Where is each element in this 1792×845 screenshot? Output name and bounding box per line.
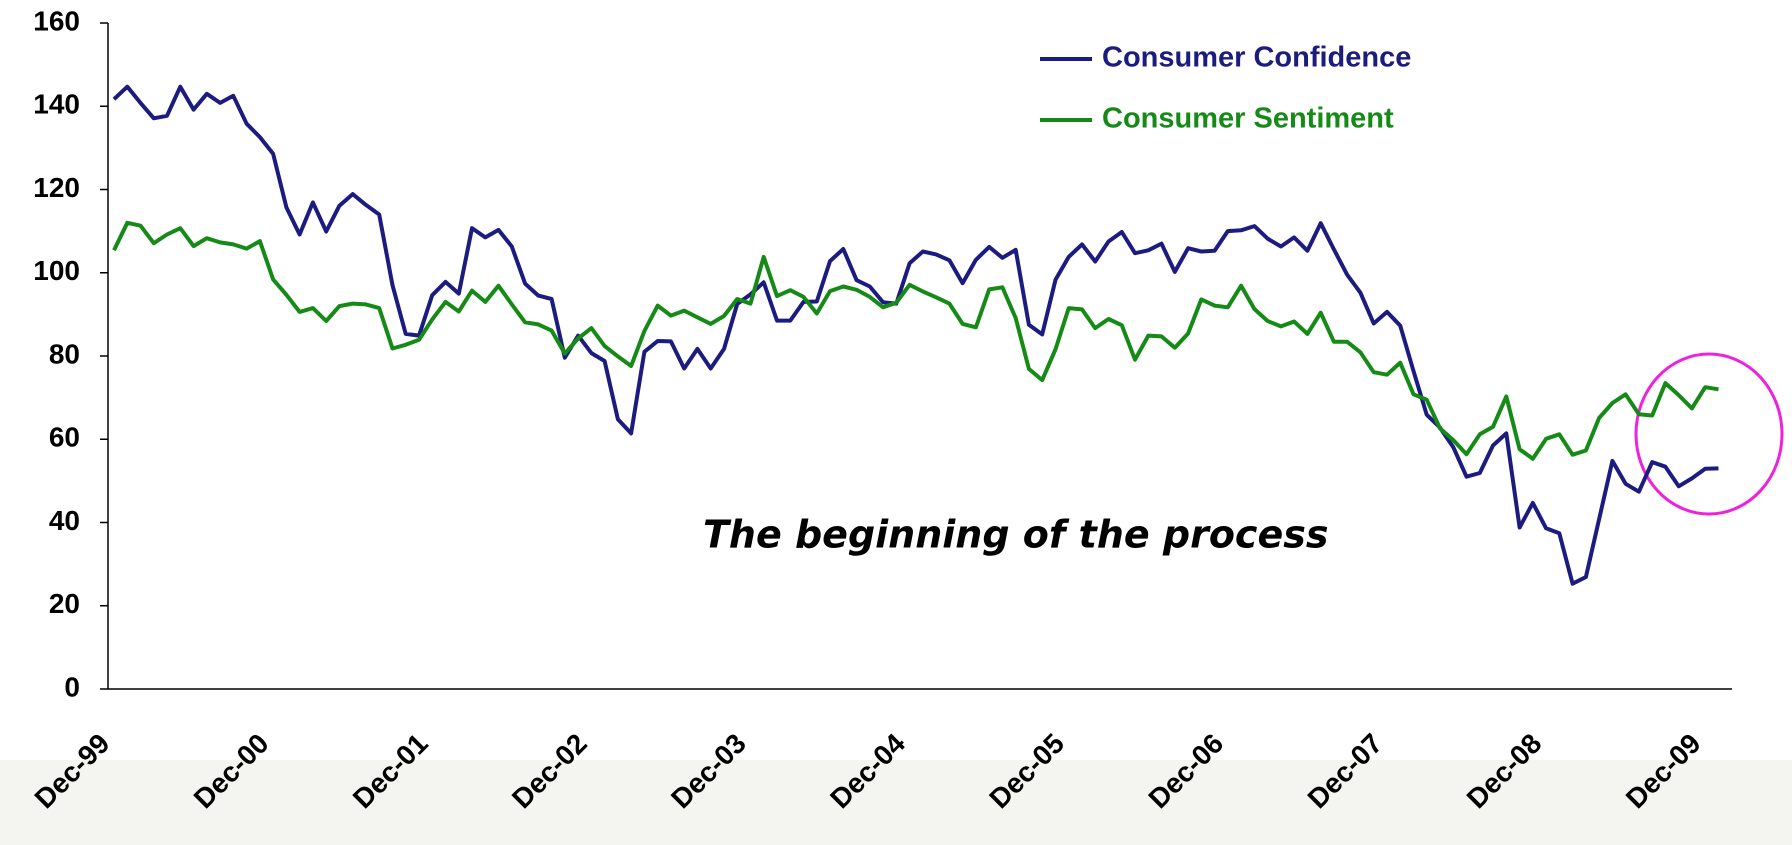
background-band [0,760,1792,845]
y-tick-label: 140 [33,89,80,120]
line-series [112,84,1719,586]
y-tick-label: 120 [33,172,80,203]
y-tick-label: 100 [33,255,80,286]
y-tick-label: 0 [64,671,80,702]
y-tick-label: 80 [49,338,80,369]
y-tick-label: 60 [49,422,80,453]
legend-label: Consumer Sentiment [1102,103,1394,135]
legend-label: Consumer Confidence [1102,42,1411,74]
highlight-circle [1634,352,1784,516]
line-series [112,220,1719,461]
annotation: The beginning of the process [703,513,1328,557]
y-tick-label: 40 [49,505,80,536]
y-tick-label: 160 [33,5,80,36]
y-tick-label: 20 [49,588,80,619]
